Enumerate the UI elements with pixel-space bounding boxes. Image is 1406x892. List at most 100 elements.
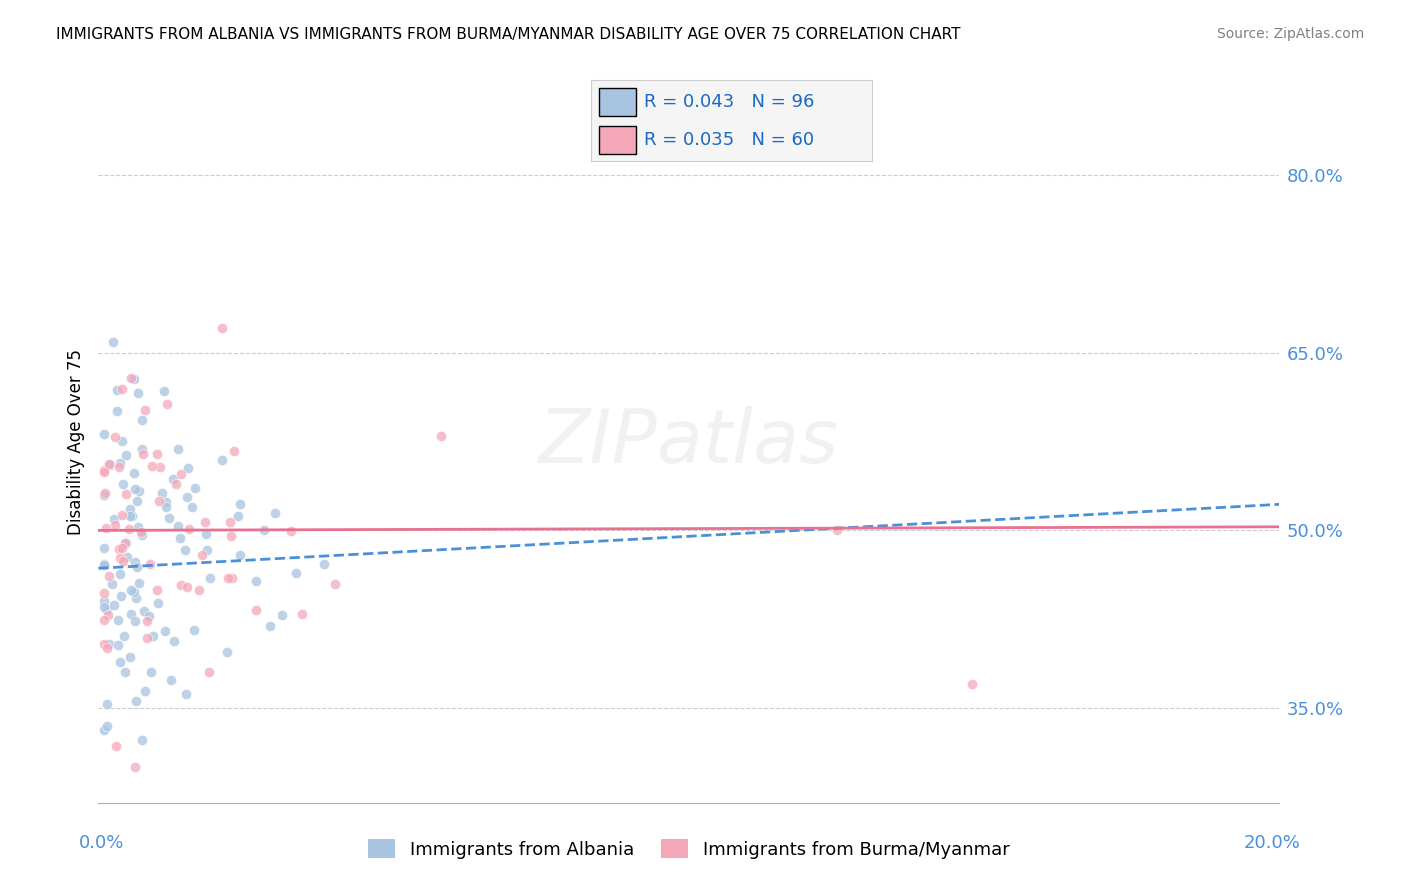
Point	[96, 697, 118, 711]
Point	[93, 558, 115, 573]
Point	[825, 524, 848, 538]
Point	[112, 476, 135, 491]
Point	[104, 430, 127, 444]
Point	[217, 645, 239, 659]
Point	[271, 608, 294, 623]
Point	[125, 494, 148, 508]
Point	[114, 486, 136, 500]
Point	[163, 633, 186, 648]
Point	[148, 494, 170, 508]
Point	[150, 486, 173, 500]
Point	[93, 541, 115, 556]
Point	[170, 578, 193, 592]
Point	[93, 637, 115, 651]
Point	[160, 673, 183, 687]
Point	[194, 516, 217, 530]
Point	[285, 566, 308, 580]
Point	[128, 484, 150, 499]
Point	[124, 555, 146, 569]
Point	[155, 494, 177, 508]
Point	[98, 458, 121, 472]
Point	[120, 650, 142, 665]
Point	[187, 582, 209, 597]
Point	[105, 739, 128, 753]
Point	[430, 428, 453, 442]
Point	[111, 554, 134, 568]
Point	[93, 487, 115, 501]
Point	[167, 442, 190, 457]
Point	[93, 463, 115, 477]
Point	[146, 447, 169, 461]
Point	[170, 467, 193, 481]
Point	[120, 370, 142, 384]
Point	[162, 472, 184, 486]
Point	[93, 486, 115, 500]
Point	[132, 447, 155, 461]
Point	[156, 397, 179, 411]
Point	[96, 603, 118, 617]
Point	[181, 500, 204, 514]
Point	[118, 502, 141, 516]
FancyBboxPatch shape	[599, 88, 636, 117]
Point	[229, 548, 252, 562]
Point	[179, 522, 201, 536]
Point	[177, 460, 200, 475]
Point	[155, 500, 177, 514]
Point	[141, 665, 163, 679]
Point	[120, 607, 142, 621]
Point	[120, 582, 142, 597]
Point	[93, 557, 115, 571]
Point	[94, 520, 117, 534]
Point	[110, 551, 132, 566]
Point	[183, 481, 205, 495]
Y-axis label: Disability Age Over 75: Disability Age Over 75	[66, 349, 84, 534]
Point	[115, 549, 138, 564]
Point	[132, 604, 155, 618]
Point	[217, 571, 239, 585]
Point	[98, 457, 121, 471]
Point	[111, 508, 134, 523]
Point	[107, 638, 129, 652]
Point	[107, 613, 129, 627]
Point	[176, 687, 198, 701]
Point	[146, 596, 169, 610]
Point	[122, 466, 145, 480]
Point	[259, 619, 281, 633]
Text: 20.0%: 20.0%	[1244, 834, 1301, 852]
Point	[125, 693, 148, 707]
Point	[97, 569, 120, 583]
Point	[169, 531, 191, 545]
Point	[280, 524, 302, 539]
Point	[111, 382, 134, 396]
Point	[139, 557, 162, 571]
Point	[124, 591, 146, 606]
Point	[194, 527, 217, 541]
Point	[101, 334, 124, 349]
FancyBboxPatch shape	[599, 126, 636, 154]
Point	[110, 567, 132, 582]
Text: 0.0%: 0.0%	[79, 834, 124, 852]
Point	[93, 594, 115, 608]
Point	[211, 320, 233, 334]
Point	[134, 403, 156, 417]
Point	[191, 549, 214, 563]
Point	[142, 629, 165, 643]
Point	[141, 458, 163, 473]
Point	[114, 536, 136, 550]
Point	[131, 442, 153, 457]
Point	[93, 426, 115, 441]
Text: R = 0.043   N = 96: R = 0.043 N = 96	[644, 94, 814, 112]
Point	[131, 732, 153, 747]
Point	[224, 444, 246, 458]
Point	[195, 543, 218, 558]
Point	[122, 372, 145, 386]
Point	[127, 385, 149, 400]
Point	[125, 560, 148, 574]
Point	[157, 511, 180, 525]
Point	[135, 632, 157, 646]
Point	[146, 582, 169, 597]
Point	[108, 459, 131, 474]
Point	[129, 524, 152, 539]
Point	[323, 577, 346, 591]
Point	[245, 574, 267, 589]
